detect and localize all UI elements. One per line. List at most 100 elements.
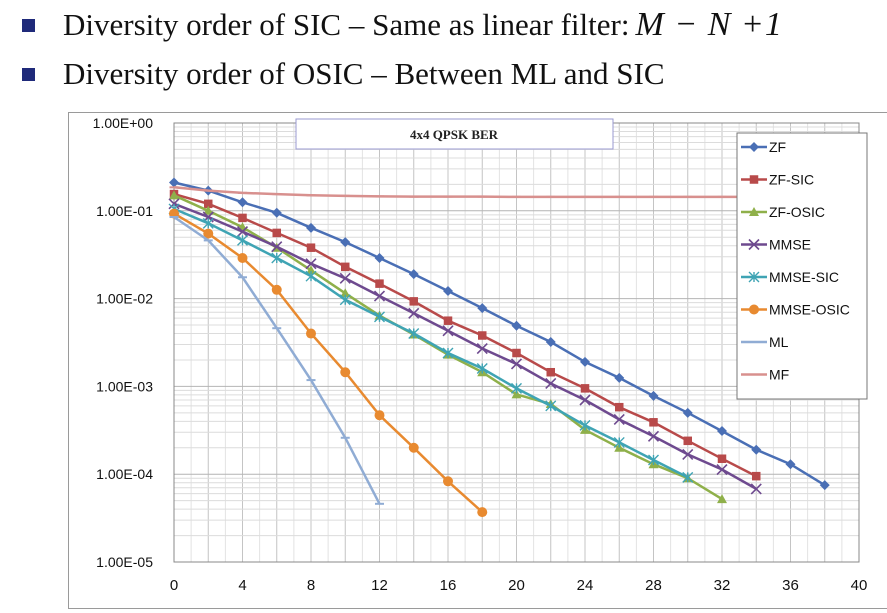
data-point <box>306 265 316 275</box>
data-point <box>819 480 830 491</box>
data-point <box>477 507 488 518</box>
bullet-square-icon <box>22 67 35 81</box>
legend-label: MF <box>769 367 789 383</box>
data-point <box>408 307 420 319</box>
legend-item: MF <box>741 367 789 383</box>
legend: ZF ZF-SIC ZF-OSIC MMSE MMSE-SIC MMSE-OSIC ML MF <box>736 132 868 400</box>
data-point <box>748 271 760 283</box>
data-point <box>443 286 453 297</box>
data-point <box>614 372 625 383</box>
legend-label: ZF-OSIC <box>769 204 825 220</box>
x-tick-label: 0 <box>170 577 178 594</box>
legend-label: ZF <box>769 139 786 155</box>
data-point <box>749 142 759 152</box>
ber-chart-svg: 1.00E+00 1.00E-01 1.00E-02 1.00E-03 1.00E-04… <box>93 115 868 594</box>
data-point <box>305 258 317 270</box>
bullet-text: Diversity order of SIC – Same as linear … <box>63 7 630 42</box>
data-point <box>476 362 488 374</box>
data-point <box>408 269 419 280</box>
bullet-text: Diversity order of OSIC – Between ML and… <box>63 56 665 91</box>
data-point <box>477 303 488 314</box>
series-line <box>173 212 484 514</box>
series-line <box>173 192 757 478</box>
y-axis-ticks: 1.00E+00 1.00E-01 1.00E-02 1.00E-03 1.00E-04… <box>93 115 154 570</box>
data-point <box>271 241 283 253</box>
data-point <box>203 228 214 239</box>
legend-label: MMSE <box>769 237 811 253</box>
data-point <box>271 252 283 264</box>
data-point <box>683 436 692 446</box>
data-point <box>339 294 351 306</box>
data-point <box>271 284 282 295</box>
data-point <box>204 199 213 209</box>
ber-chart: 1.00E+00 1.00E-01 1.00E-02 1.00E-03 1.00E-04… <box>68 112 887 609</box>
data-point <box>749 207 759 216</box>
data-point <box>717 454 727 463</box>
bullet-square-icon <box>22 18 35 32</box>
data-point <box>511 382 522 394</box>
y-tick-label: 1.00E-05 <box>96 554 153 570</box>
data-point <box>545 337 556 348</box>
y-tick-label: 1.00E-03 <box>96 378 153 394</box>
data-point <box>374 311 385 323</box>
legend-item: ML <box>741 334 789 350</box>
data-point <box>512 348 521 358</box>
data-point <box>749 175 759 184</box>
data-point <box>749 304 759 315</box>
data-point <box>579 419 591 431</box>
data-point <box>716 463 728 476</box>
data-point <box>339 272 351 284</box>
series-line <box>173 181 826 487</box>
x-axis-ticks: 0 4 8 12 16 20 24 28 32 36 40 <box>170 577 868 594</box>
data-point <box>717 494 727 504</box>
data-point <box>237 197 248 208</box>
series-mmse-osic <box>169 208 488 518</box>
data-point <box>442 325 454 337</box>
x-tick-label: 36 <box>782 577 799 594</box>
bullet-item-osic: Diversity order of OSIC – Between ML and… <box>22 54 665 94</box>
legend-frame <box>736 132 868 400</box>
data-point <box>373 290 386 302</box>
data-point <box>203 205 214 215</box>
x-tick-label: 8 <box>307 577 315 594</box>
data-point <box>510 358 523 370</box>
data-point <box>340 288 351 298</box>
data-point <box>374 253 385 264</box>
data-point <box>785 459 796 470</box>
series-mmse-sic <box>168 203 694 483</box>
data-point <box>717 426 727 437</box>
x-tick-label: 12 <box>371 577 388 594</box>
x-tick-label: 24 <box>577 577 594 594</box>
legend-label: ZF-SIC <box>769 172 814 188</box>
legend-label: MMSE-OSIC <box>769 302 850 318</box>
data-point <box>613 413 625 426</box>
data-point <box>748 238 760 251</box>
data-point <box>408 328 420 340</box>
data-point <box>443 476 453 487</box>
data-point <box>682 448 694 460</box>
legend-label: MMSE-SIC <box>769 269 839 285</box>
data-point <box>545 377 557 390</box>
data-point <box>442 347 454 359</box>
data-point <box>752 471 761 481</box>
legend-item: ZF-SIC <box>741 172 814 188</box>
data-point <box>511 320 522 331</box>
legend-label: ML <box>769 334 789 350</box>
data-point <box>341 262 350 272</box>
data-point <box>409 297 418 306</box>
data-point <box>647 430 660 442</box>
data-point <box>579 394 591 406</box>
data-point <box>169 190 179 200</box>
x-tick-label: 16 <box>440 577 457 594</box>
data-point <box>580 384 590 393</box>
x-tick-label: 4 <box>238 577 246 594</box>
data-point <box>545 400 557 412</box>
data-point <box>476 342 488 355</box>
data-point <box>236 226 249 238</box>
data-point <box>649 418 658 427</box>
data-point <box>306 243 316 252</box>
data-point <box>306 328 316 339</box>
data-point <box>272 228 281 238</box>
y-tick-label: 1.00E-01 <box>96 203 153 219</box>
x-tick-label: 20 <box>508 577 525 594</box>
